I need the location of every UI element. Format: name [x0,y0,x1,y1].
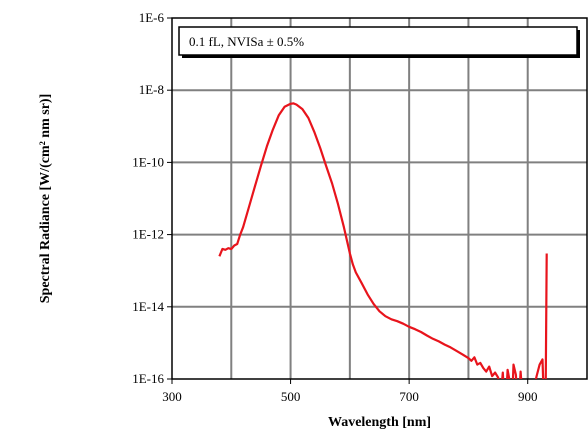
y-axis-title: Spectral Radiance [W/(cm² nm sr)] [38,94,53,304]
y-axis: 1E-6 1E-8 1E-10 1E-12 1E-14 1E-16 [132,10,172,386]
y-tick-label: 1E-8 [139,82,164,97]
y-tick-label: 1E-16 [132,371,164,386]
legend-text: 0.1 fL, NVISa ± 0.5% [189,34,304,49]
x-axis: 300 500 700 900 [162,379,537,404]
y-tick-label: 1E-14 [132,299,164,314]
series [218,102,548,379]
y-tick-label: 1E-6 [139,10,165,25]
y-tick-label: 1E-10 [132,154,164,169]
x-tick-label: 900 [518,389,538,404]
legend: 0.1 fL, NVISa ± 0.5% [178,26,580,58]
y-tick-label: 1E-12 [132,227,164,242]
legend-box [178,26,578,56]
x-tick-label: 300 [162,389,182,404]
x-tick-label: 700 [399,389,419,404]
x-tick-label: 500 [281,389,301,404]
series-line [218,102,548,379]
x-axis-title: Wavelength [nm] [328,415,431,430]
grid [172,18,587,379]
plot-frame [171,17,588,380]
